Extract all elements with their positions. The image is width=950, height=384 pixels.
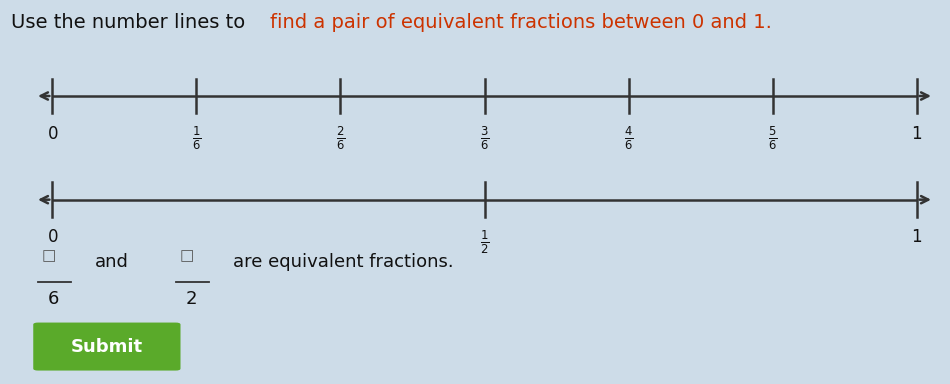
Text: Submit: Submit [71,338,142,356]
Text: $\frac{2}{6}$: $\frac{2}{6}$ [335,125,345,152]
Text: $\frac{4}{6}$: $\frac{4}{6}$ [624,125,634,152]
FancyBboxPatch shape [33,323,180,371]
Text: 2: 2 [185,290,197,308]
Text: and: and [95,253,129,271]
Text: find a pair of equivalent fractions between 0 and 1.: find a pair of equivalent fractions betw… [270,13,771,32]
Text: are equivalent fractions.: are equivalent fractions. [233,253,453,271]
Text: □: □ [42,248,56,263]
Text: □: □ [180,248,194,263]
Text: $\frac{5}{6}$: $\frac{5}{6}$ [768,125,777,152]
Text: $0$: $0$ [47,228,58,247]
Text: Use the number lines to: Use the number lines to [11,13,252,32]
Text: $0$: $0$ [47,125,58,143]
Text: 6: 6 [48,290,59,308]
Text: $\frac{3}{6}$: $\frac{3}{6}$ [480,125,489,152]
Text: $1$: $1$ [911,125,922,143]
Text: $\frac{1}{6}$: $\frac{1}{6}$ [192,125,201,152]
Text: $1$: $1$ [911,228,922,247]
Text: $\frac{1}{2}$: $\frac{1}{2}$ [480,228,489,256]
